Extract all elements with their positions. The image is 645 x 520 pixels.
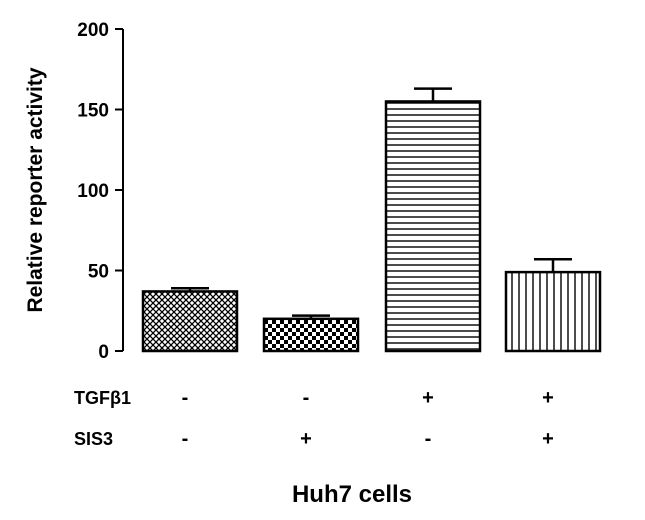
condition-label: TGFβ1 [74, 388, 131, 408]
condition-sign: + [422, 387, 434, 409]
condition-sign: + [542, 428, 554, 450]
y-tick-label: 0 [98, 342, 109, 363]
y-tick-label: 200 [77, 20, 109, 41]
condition-table: TGFβ1 - - + + SIS3 - + - + [74, 387, 554, 450]
bar [384, 100, 482, 353]
y-axis-title: Relative reporter activity [24, 67, 47, 312]
condition-sign: - [425, 428, 432, 450]
y-ticks: 0 50 100 150 200 [77, 20, 123, 363]
x-axis-title: Huh7 cells [292, 481, 412, 508]
condition-sign: - [182, 428, 189, 450]
bar [141, 290, 239, 353]
condition-sign: + [542, 387, 554, 409]
y-tick-label: 100 [77, 181, 109, 202]
bars-layer [141, 100, 602, 353]
bar [504, 270, 602, 353]
y-tick-label: 50 [88, 262, 109, 283]
condition-sign: + [300, 428, 312, 450]
y-tick-label: 150 [77, 101, 109, 122]
condition-sign: - [182, 387, 189, 409]
error-bars-layer [171, 87, 572, 319]
condition-sign: - [303, 387, 310, 409]
bar [262, 317, 360, 353]
condition-label: SIS3 [74, 429, 113, 449]
